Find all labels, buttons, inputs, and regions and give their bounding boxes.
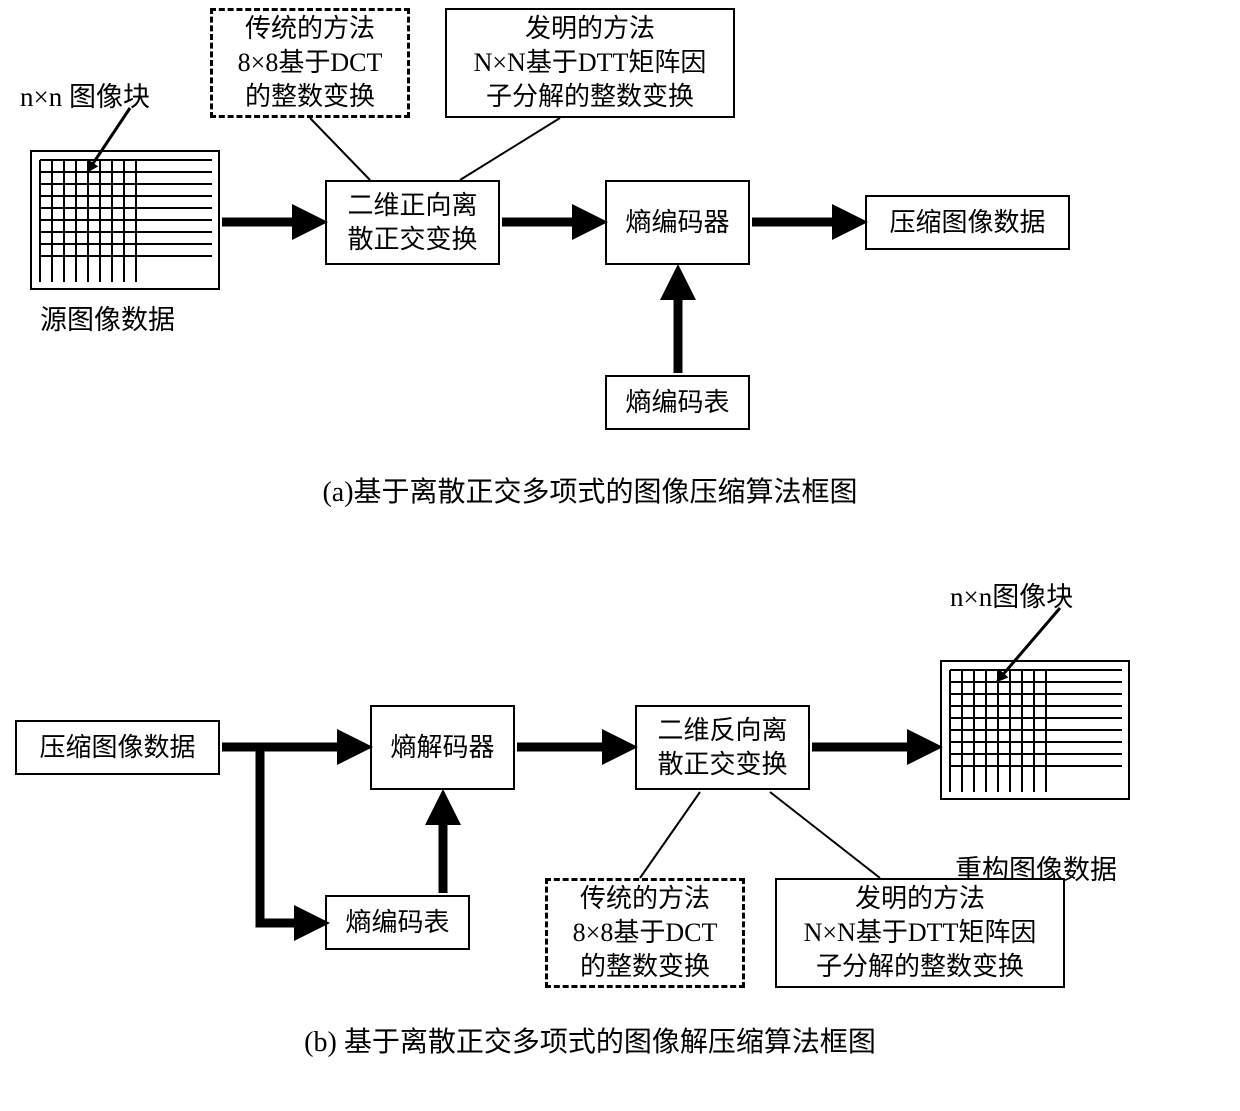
arrows-b xyxy=(0,0,1240,1111)
caption-b: (b) 基于离散正交多项式的图像解压缩算法框图 xyxy=(240,1020,940,1060)
